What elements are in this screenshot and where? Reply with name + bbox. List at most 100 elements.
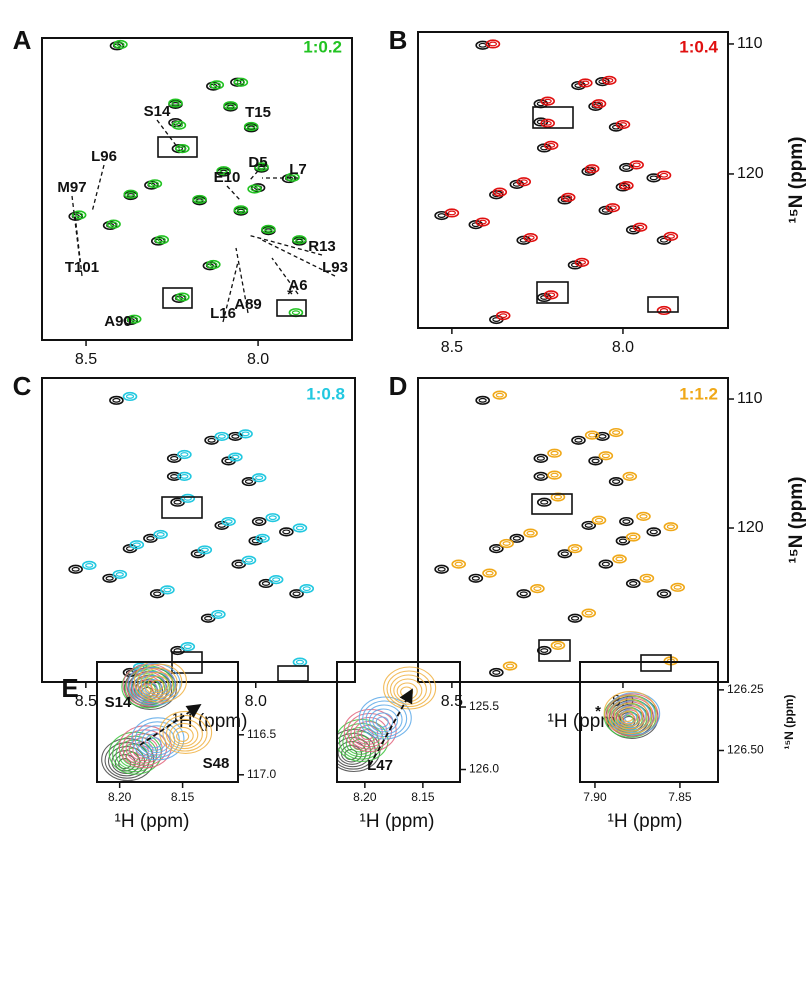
peak-contour [282, 529, 291, 535]
peak-contour [639, 513, 648, 519]
peak-contour [625, 532, 641, 542]
peak-contour [214, 431, 230, 442]
peak-contour [180, 452, 189, 457]
peak-contour [268, 574, 284, 585]
peak-contour [594, 517, 604, 523]
peak-contour [437, 213, 446, 218]
reference-peak [68, 564, 83, 574]
peak-contour [154, 235, 170, 245]
peak-contour [231, 434, 240, 439]
peak-contour [160, 585, 175, 595]
peak-contour [560, 551, 569, 557]
leader-line [222, 261, 239, 323]
peak [255, 533, 270, 543]
y-tick-label: 116.5 [247, 727, 276, 741]
annotation: * [287, 286, 293, 303]
peak [584, 430, 600, 440]
reference-peak [536, 497, 552, 507]
y-tick-label: 126.25 [727, 682, 764, 696]
peak [502, 661, 518, 671]
peak [175, 292, 190, 302]
peak-contour [224, 519, 233, 524]
peak-contour [601, 453, 610, 459]
peak-contour [233, 205, 249, 215]
contour-level [383, 666, 437, 710]
peak [663, 231, 679, 241]
peak-contour [540, 648, 549, 653]
peak-contour [519, 179, 528, 185]
reference-peak [571, 435, 586, 445]
peak-contour [659, 172, 669, 178]
peak [608, 427, 624, 438]
peak [299, 584, 315, 594]
reference-peak [588, 456, 603, 466]
reference-peak [289, 589, 304, 599]
annotation: R13 [308, 238, 336, 255]
reference-peak [567, 613, 583, 623]
peak [540, 96, 555, 106]
peak-contour [536, 474, 545, 479]
peak-contour [251, 473, 267, 483]
peak-contour [234, 561, 243, 567]
reference-peak [516, 589, 532, 599]
x-tick-label: 8.15 [171, 790, 195, 804]
peak-contour [526, 235, 535, 241]
peak-contour [608, 427, 624, 438]
peak-contour [615, 556, 624, 562]
plot-area [68, 39, 307, 326]
peak-contour [632, 162, 641, 168]
peak-contour [285, 172, 300, 182]
contour-level [162, 714, 208, 752]
annotation: M97 [57, 179, 86, 196]
y-axis-title: ¹⁵N (ppm) [782, 695, 796, 750]
peak-contour [247, 124, 256, 129]
highlight-box [277, 665, 309, 682]
peak-contour [492, 390, 508, 400]
contour-peak [159, 710, 213, 754]
peak [492, 187, 508, 197]
peak-contour [292, 591, 301, 597]
peak-contour [574, 437, 583, 443]
peak [265, 513, 281, 523]
peak-contour [223, 101, 238, 111]
contour-level [368, 708, 399, 733]
peak [221, 516, 236, 527]
contour-level [147, 675, 169, 694]
peak-contour [642, 575, 652, 581]
peak-contour [180, 642, 196, 652]
highlight-box [647, 296, 679, 313]
peak-contour [601, 561, 610, 567]
peak-contour [619, 516, 634, 527]
leader-line [156, 119, 179, 149]
contour-level [133, 662, 187, 703]
peak-contour [236, 79, 245, 85]
peak-contour [434, 564, 449, 574]
peak-contour [204, 615, 213, 621]
annotation: L7 [289, 161, 307, 178]
peak-contour [295, 237, 304, 243]
annotation: A90 [104, 313, 132, 330]
reference-peak [434, 564, 449, 574]
peak-contour [499, 538, 514, 549]
annotation: D5 [248, 154, 267, 171]
contour-level [141, 729, 171, 754]
peak-contour [292, 523, 308, 533]
peak-contour [112, 569, 128, 580]
y-tick-label: 120 [737, 519, 764, 536]
peak-contour [536, 497, 552, 507]
peak-contour [71, 210, 87, 220]
peak [292, 235, 307, 245]
peak-contour [523, 528, 538, 538]
peak-contour [257, 164, 266, 170]
peak-contour [670, 582, 686, 592]
peak-contour [475, 395, 490, 405]
peak [629, 160, 644, 170]
peak [241, 555, 257, 565]
peak-contour [447, 210, 456, 216]
peak [567, 544, 583, 554]
peak [523, 528, 538, 538]
peak-contour [560, 192, 576, 202]
peak [153, 529, 168, 540]
peak-contour [636, 511, 651, 521]
